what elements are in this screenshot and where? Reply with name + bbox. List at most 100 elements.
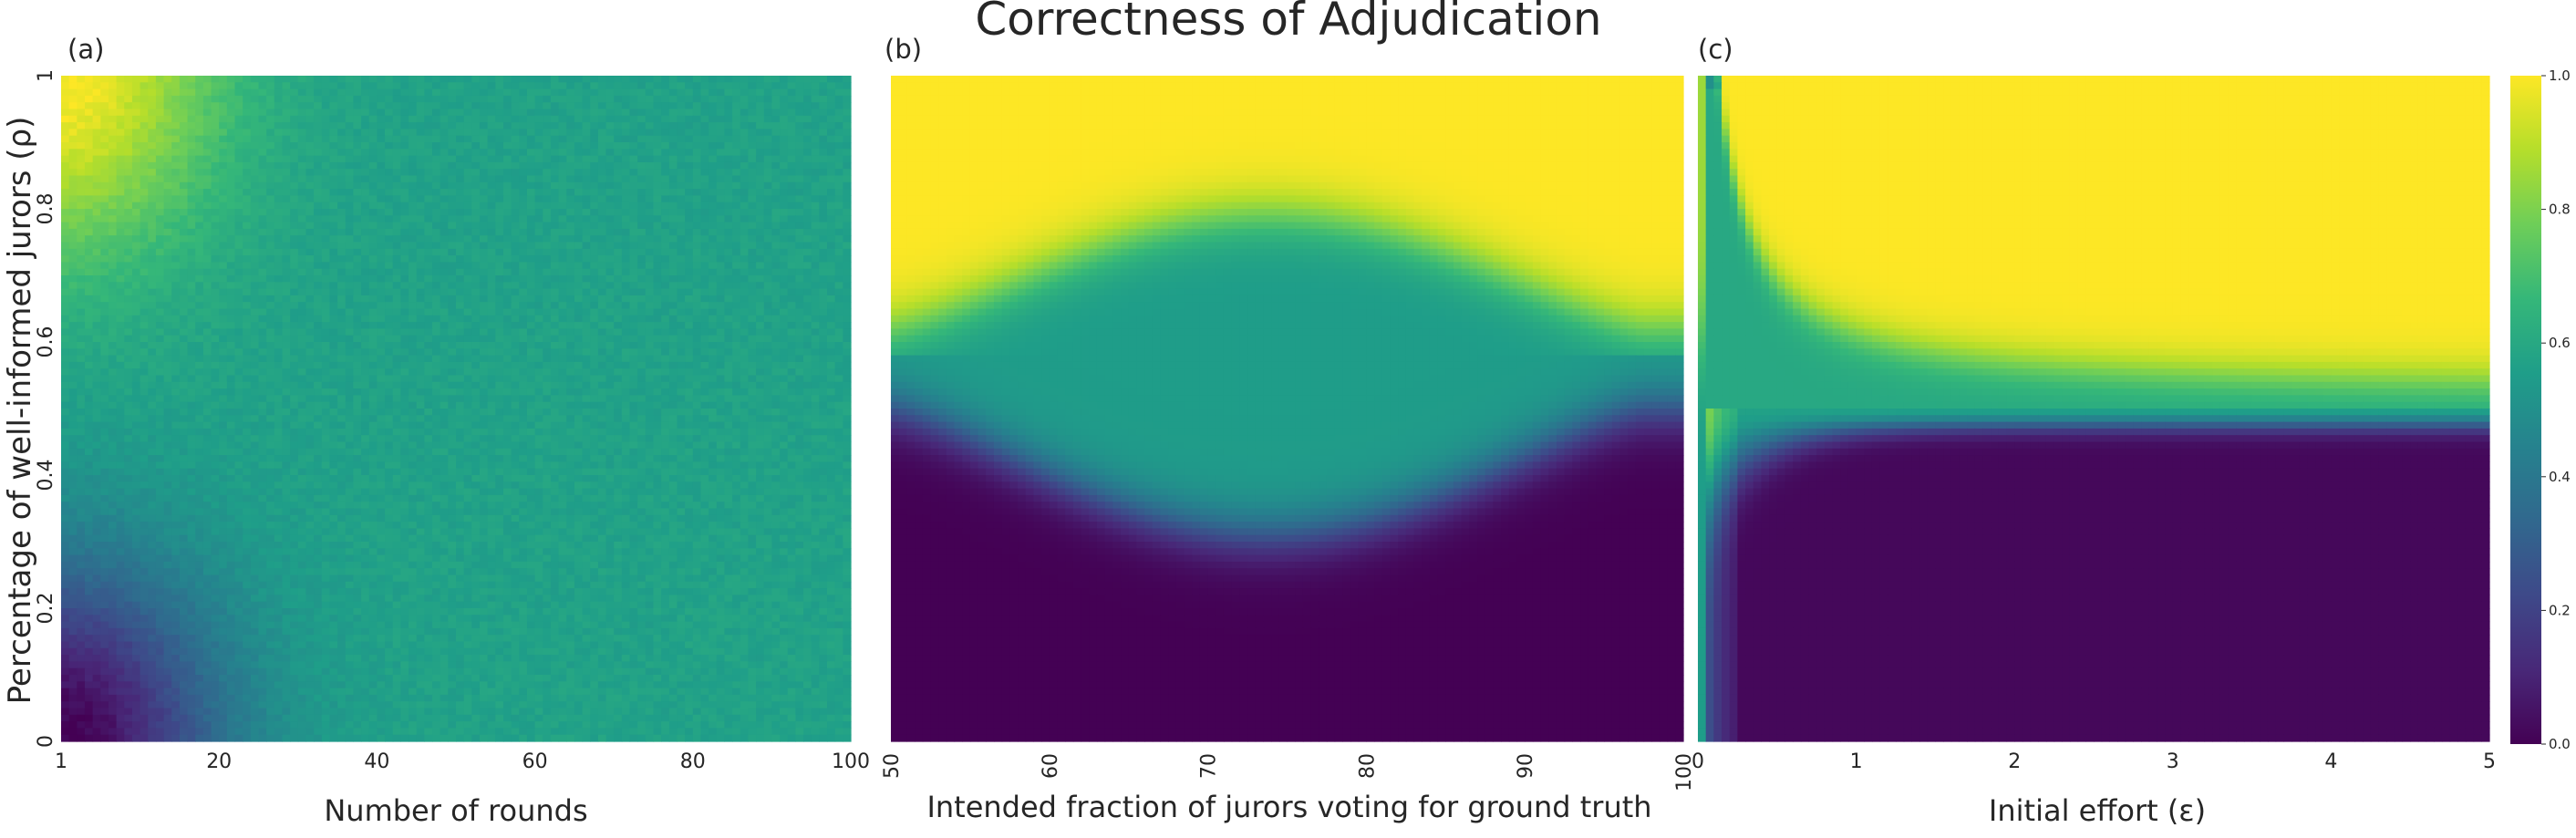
heatmap-cell: [519, 102, 527, 109]
heatmap-cell: [219, 362, 227, 369]
heatmap-cell: [227, 322, 235, 329]
heatmap-cell: [385, 243, 393, 250]
heatmap-cell: [337, 89, 346, 97]
heatmap-cell: [495, 215, 503, 222]
heatmap-cell: [140, 142, 149, 150]
heatmap-cell: [322, 82, 330, 89]
heatmap-cell: [385, 89, 393, 97]
heatmap-cell: [353, 235, 361, 243]
heatmap-cell: [266, 182, 274, 190]
heatmap-cell: [195, 156, 203, 163]
heatmap-cell: [566, 368, 574, 376]
heatmap-cell: [432, 282, 440, 289]
heatmap-cell: [61, 316, 69, 323]
heatmap-cell: [464, 262, 472, 269]
heatmap-cell: [400, 249, 409, 256]
heatmap-cell: [527, 302, 535, 309]
heatmap-cell: [346, 342, 354, 349]
heatmap-cell: [266, 249, 274, 256]
heatmap-cell: [669, 202, 678, 210]
heatmap-cell: [337, 109, 346, 117]
heatmap-cell: [700, 282, 709, 289]
heatmap-cell: [314, 129, 322, 136]
heatmap-cell: [171, 162, 180, 170]
heatmap-cell: [361, 136, 369, 143]
heatmap-cell: [77, 255, 85, 263]
heatmap-cell: [488, 235, 496, 243]
heatmap-cell: [266, 395, 274, 402]
heatmap-cell: [322, 202, 330, 210]
heatmap-cell: [124, 362, 132, 369]
heatmap-cell: [93, 382, 101, 389]
heatmap-cell: [503, 255, 512, 263]
heatmap-cell: [646, 96, 654, 103]
heatmap-cell: [251, 262, 259, 269]
heatmap-cell: [471, 102, 480, 109]
heatmap-cell: [448, 195, 456, 202]
heatmap-cell: [488, 269, 496, 276]
heatmap-cell: [471, 243, 480, 250]
heatmap-cell: [180, 348, 188, 356]
heatmap-cell: [266, 189, 274, 196]
heatmap-cell: [717, 149, 725, 156]
heatmap-cell: [93, 136, 101, 143]
heatmap-cell: [219, 149, 227, 156]
heatmap-cell: [235, 96, 243, 103]
heatmap-cell: [527, 309, 535, 316]
heatmap-cell: [732, 102, 740, 109]
heatmap-cell: [132, 362, 140, 369]
heatmap-cell: [709, 176, 717, 183]
heatmap-cell: [85, 109, 93, 117]
heatmap-cell: [535, 388, 543, 396]
heatmap-cell: [282, 295, 290, 303]
heatmap-cell: [843, 195, 851, 202]
heatmap-cell: [654, 229, 662, 236]
heatmap-cell: [259, 282, 267, 289]
heatmap-cell: [598, 142, 606, 150]
heatmap-cell: [329, 109, 337, 117]
heatmap-cell: [527, 269, 535, 276]
heatmap-cell: [480, 156, 488, 163]
heatmap-cell: [227, 96, 235, 103]
heatmap-cell: [290, 195, 298, 202]
heatmap-cell: [512, 243, 520, 250]
heatmap-cell: [827, 222, 835, 230]
heatmap-cell: [551, 328, 559, 336]
heatmap-cell: [85, 169, 93, 176]
heatmap-cell: [124, 156, 132, 163]
heatmap-cell: [843, 102, 851, 109]
heatmap-cell: [329, 368, 337, 376]
heatmap-cell: [274, 362, 283, 369]
heatmap-cell: [630, 255, 638, 263]
heatmap-cell: [322, 229, 330, 236]
heatmap-cell: [353, 282, 361, 289]
heatmap-cell: [677, 302, 685, 309]
heatmap-cell: [843, 109, 851, 117]
heatmap-cell: [771, 122, 780, 129]
heatmap-cell: [771, 362, 780, 369]
heatmap-cell: [156, 295, 164, 303]
heatmap-cell: [440, 202, 449, 210]
heatmap-cell: [780, 309, 788, 316]
heatmap-cell: [69, 229, 78, 236]
heatmap-cell: [503, 235, 512, 243]
heatmap-cell: [243, 402, 251, 409]
heatmap-cell: [400, 149, 409, 156]
heatmap-cell: [361, 316, 369, 323]
heatmap-cell: [251, 235, 259, 243]
heatmap-cell: [180, 275, 188, 283]
heatmap-cell: [637, 322, 646, 329]
heatmap-cell: [132, 336, 140, 343]
heatmap-cell: [622, 229, 630, 236]
heatmap-cell: [85, 195, 93, 202]
heatmap-cell: [693, 368, 701, 376]
heatmap-cell: [788, 309, 796, 316]
heatmap-cell: [677, 328, 685, 336]
heatmap-cell: [109, 162, 117, 170]
heatmap-cell: [827, 376, 835, 383]
heatmap-cell: [700, 122, 709, 129]
heatmap-cell: [369, 249, 378, 256]
heatmap-cell: [488, 376, 496, 383]
heatmap-cell: [780, 96, 788, 103]
heatmap-cell: [243, 209, 251, 216]
